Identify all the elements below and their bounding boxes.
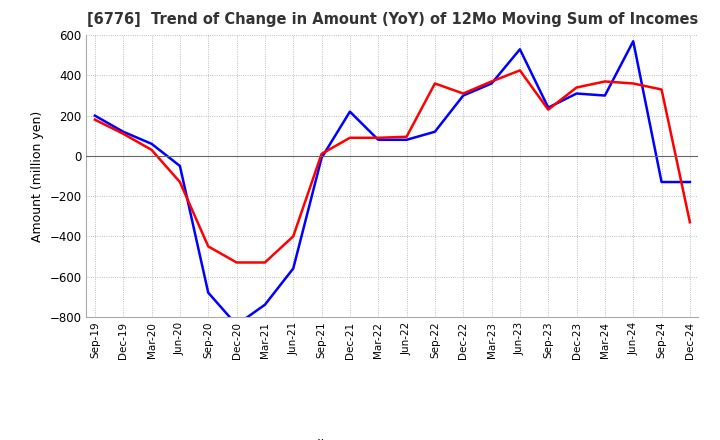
Net Income [516,68,524,73]
Ordinary Income [318,155,326,161]
Net Income [402,134,411,139]
Net Income [657,87,666,92]
Ordinary Income [685,180,694,185]
Y-axis label: Amount (million yen): Amount (million yen) [31,110,44,242]
Net Income [600,79,609,84]
Ordinary Income [572,91,581,96]
Net Income [233,260,241,265]
Ordinary Income [516,47,524,52]
Line: Ordinary Income: Ordinary Income [95,41,690,325]
Net Income [544,107,552,112]
Ordinary Income [629,39,637,44]
Ordinary Income [459,93,467,98]
Net Income [629,81,637,86]
Net Income [176,180,184,185]
Ordinary Income [402,137,411,143]
Net Income [204,244,212,249]
Ordinary Income [261,302,269,308]
Net Income [374,135,382,140]
Net Income [119,131,127,136]
Net Income [572,85,581,90]
Ordinary Income [204,290,212,295]
Ordinary Income [487,81,496,86]
Net Income [289,234,297,239]
Ordinary Income [657,180,666,185]
Legend: Ordinary Income, Net Income: Ordinary Income, Net Income [252,434,533,440]
Net Income [346,135,354,140]
Ordinary Income [119,129,127,134]
Ordinary Income [374,137,382,143]
Net Income [431,81,439,86]
Net Income [148,147,156,153]
Title: [6776]  Trend of Change in Amount (YoY) of 12Mo Moving Sum of Incomes: [6776] Trend of Change in Amount (YoY) o… [87,12,698,27]
Net Income [487,79,496,84]
Ordinary Income [346,109,354,114]
Ordinary Income [289,266,297,271]
Net Income [459,91,467,96]
Ordinary Income [233,322,241,327]
Line: Net Income: Net Income [95,70,690,263]
Ordinary Income [600,93,609,98]
Net Income [685,220,694,225]
Ordinary Income [91,113,99,118]
Net Income [91,117,99,122]
Ordinary Income [431,129,439,134]
Ordinary Income [544,105,552,110]
Ordinary Income [148,141,156,147]
Net Income [261,260,269,265]
Ordinary Income [176,163,184,169]
Net Income [318,151,326,157]
